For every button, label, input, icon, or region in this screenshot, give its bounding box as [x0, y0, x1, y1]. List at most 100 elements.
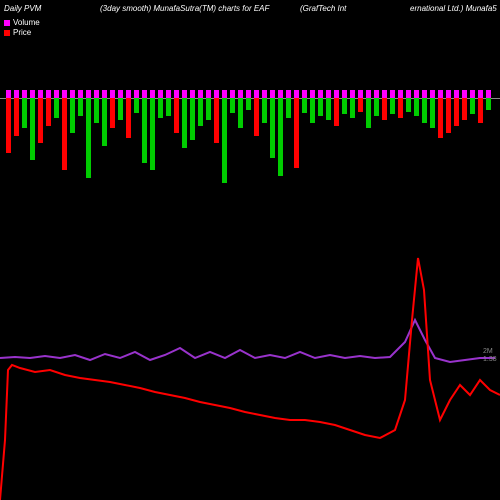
bar-cap — [390, 90, 395, 98]
volume-bar — [390, 98, 395, 114]
volume-bar — [30, 98, 35, 160]
volume-bar — [262, 98, 267, 123]
bar-cap — [110, 90, 115, 98]
volume-bar — [118, 98, 123, 120]
bar-cap — [70, 90, 75, 98]
volume-bar — [326, 98, 331, 120]
volume-bar — [182, 98, 187, 148]
bar-cap — [294, 90, 299, 98]
volume-bar — [78, 98, 83, 116]
volume-bar — [190, 98, 195, 140]
volume-bar — [470, 98, 475, 114]
bar-cap — [22, 90, 27, 98]
bar-cap — [398, 90, 403, 98]
bar-cap — [478, 90, 483, 98]
volume-bar — [342, 98, 347, 114]
bar-cap — [310, 90, 315, 98]
volume-bar — [422, 98, 427, 123]
bar-cap — [54, 90, 59, 98]
volume-bar — [238, 98, 243, 128]
bar-cap — [206, 90, 211, 98]
volume-bar — [374, 98, 379, 116]
volume-bar — [150, 98, 155, 170]
volume-bar — [358, 98, 363, 112]
bar-cap — [422, 90, 427, 98]
volume-bar — [334, 98, 339, 126]
volume-bar — [366, 98, 371, 128]
volume-bar — [254, 98, 259, 136]
volume-bar — [142, 98, 147, 163]
bar-cap — [198, 90, 203, 98]
chart-canvas: 2M 1.38 — [0, 0, 500, 500]
bar-cap — [342, 90, 347, 98]
volume-bar — [214, 98, 219, 143]
volume-bar — [6, 98, 11, 153]
volume-bar — [270, 98, 275, 158]
bar-cap — [30, 90, 35, 98]
volume-bar — [414, 98, 419, 116]
volume-bar — [446, 98, 451, 133]
volume-bar — [166, 98, 171, 116]
bar-cap — [118, 90, 123, 98]
bar-cap — [406, 90, 411, 98]
bar-cap — [14, 90, 19, 98]
volume-bar — [246, 98, 251, 110]
bar-cap — [318, 90, 323, 98]
volume-bar — [310, 98, 315, 123]
volume-bar — [22, 98, 27, 128]
bar-cap — [454, 90, 459, 98]
bar-cap — [150, 90, 155, 98]
volume-bar — [174, 98, 179, 133]
bar-cap — [358, 90, 363, 98]
bar-cap — [214, 90, 219, 98]
volume-bar — [438, 98, 443, 138]
volume-bar — [102, 98, 107, 146]
bar-cap — [366, 90, 371, 98]
volume-bar — [110, 98, 115, 128]
volume-bar — [126, 98, 131, 138]
bar-cap — [230, 90, 235, 98]
bar-cap — [270, 90, 275, 98]
bar-cap — [326, 90, 331, 98]
bar-cap — [470, 90, 475, 98]
volume-bar — [86, 98, 91, 178]
bar-cap — [350, 90, 355, 98]
volume-bar — [302, 98, 307, 113]
volume-bar — [94, 98, 99, 123]
bar-cap — [374, 90, 379, 98]
volume-line — [0, 320, 495, 362]
volume-bar — [286, 98, 291, 118]
bar-cap — [38, 90, 43, 98]
volume-bar — [198, 98, 203, 126]
volume-bar — [230, 98, 235, 113]
bar-cap — [430, 90, 435, 98]
volume-bar — [406, 98, 411, 112]
bar-cap — [142, 90, 147, 98]
bar-cap — [238, 90, 243, 98]
bar-cap — [254, 90, 259, 98]
volume-bar — [478, 98, 483, 123]
bar-cap — [158, 90, 163, 98]
bar-cap — [102, 90, 107, 98]
volume-bar — [294, 98, 299, 168]
bar-cap — [438, 90, 443, 98]
price-line — [0, 258, 500, 500]
bar-cap — [190, 90, 195, 98]
volume-bar — [350, 98, 355, 118]
volume-bar — [382, 98, 387, 120]
volume-bar — [398, 98, 403, 118]
axis-label-upper: 2M — [483, 348, 493, 355]
volume-bar — [70, 98, 75, 133]
bar-cap — [182, 90, 187, 98]
bar-cap — [46, 90, 51, 98]
line-chart-svg — [0, 0, 500, 500]
bar-cap — [414, 90, 419, 98]
bar-cap — [382, 90, 387, 98]
volume-bar — [158, 98, 163, 118]
volume-bar — [430, 98, 435, 128]
bar-cap — [246, 90, 251, 98]
volume-bar — [46, 98, 51, 126]
bar-cap — [286, 90, 291, 98]
volume-bar — [486, 98, 491, 110]
bar-cap — [62, 90, 67, 98]
